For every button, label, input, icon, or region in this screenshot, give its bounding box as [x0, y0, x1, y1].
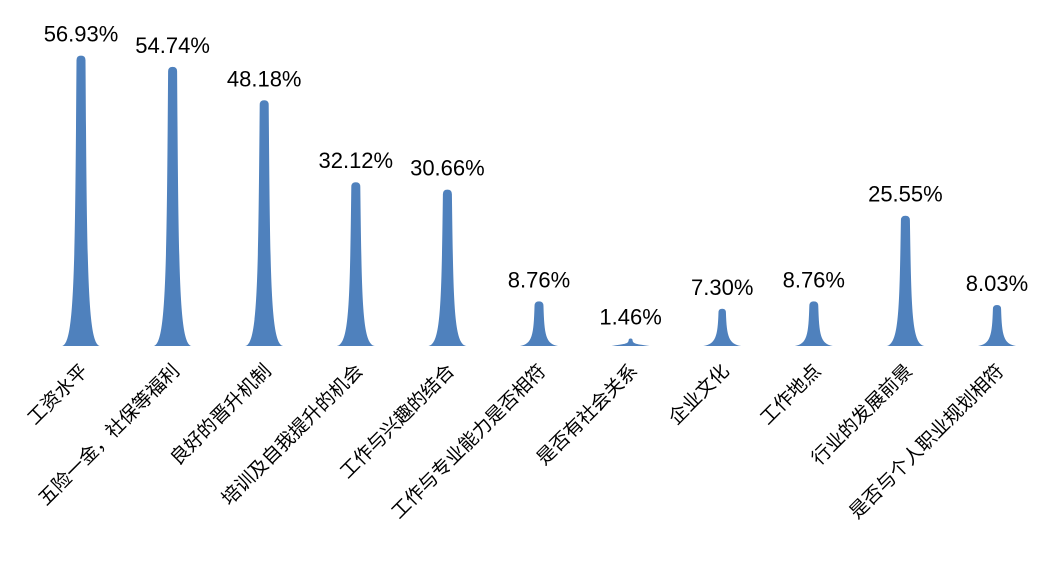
value-labels: 56.93% 54.74% 48.18% 32.12% 30.66% 8.76% 1.46%…	[44, 22, 1029, 330]
bar	[886, 215, 925, 346]
data-label: 8.03%	[966, 271, 1028, 296]
data-label: 1.46%	[599, 305, 661, 330]
category-labels: 工资水平五险一金，社保等福利良好的晋升机制培训及自我提升的机会工作与兴趣的结合工…	[23, 360, 1008, 523]
data-label: 32.12%	[318, 148, 393, 173]
data-label: 7.30%	[691, 275, 753, 300]
bar	[428, 189, 467, 346]
bar	[703, 308, 742, 346]
bar	[978, 305, 1016, 346]
x-tick-label: 工作与专业能力是否相符	[387, 360, 550, 523]
data-label: 8.76%	[783, 267, 845, 292]
data-label: 56.93%	[44, 22, 119, 47]
bar	[245, 100, 284, 346]
data-label: 8.76%	[508, 267, 570, 292]
bar-series	[62, 55, 1016, 347]
bar	[794, 301, 833, 346]
data-label: 25.55%	[868, 182, 943, 207]
x-tick-label: 工资水平	[23, 360, 92, 429]
data-label: 54.74%	[135, 33, 210, 58]
data-label: 30.66%	[410, 156, 485, 181]
data-label: 48.18%	[227, 66, 302, 91]
x-tick-label: 是否与个人职业规划相符	[845, 360, 1008, 523]
bar	[62, 55, 100, 346]
bar	[336, 182, 375, 346]
bar	[520, 301, 558, 346]
x-tick-label: 工作地点	[756, 360, 825, 429]
x-tick-label: 企业文化	[664, 360, 733, 429]
bar	[153, 66, 192, 347]
bar	[611, 338, 650, 346]
